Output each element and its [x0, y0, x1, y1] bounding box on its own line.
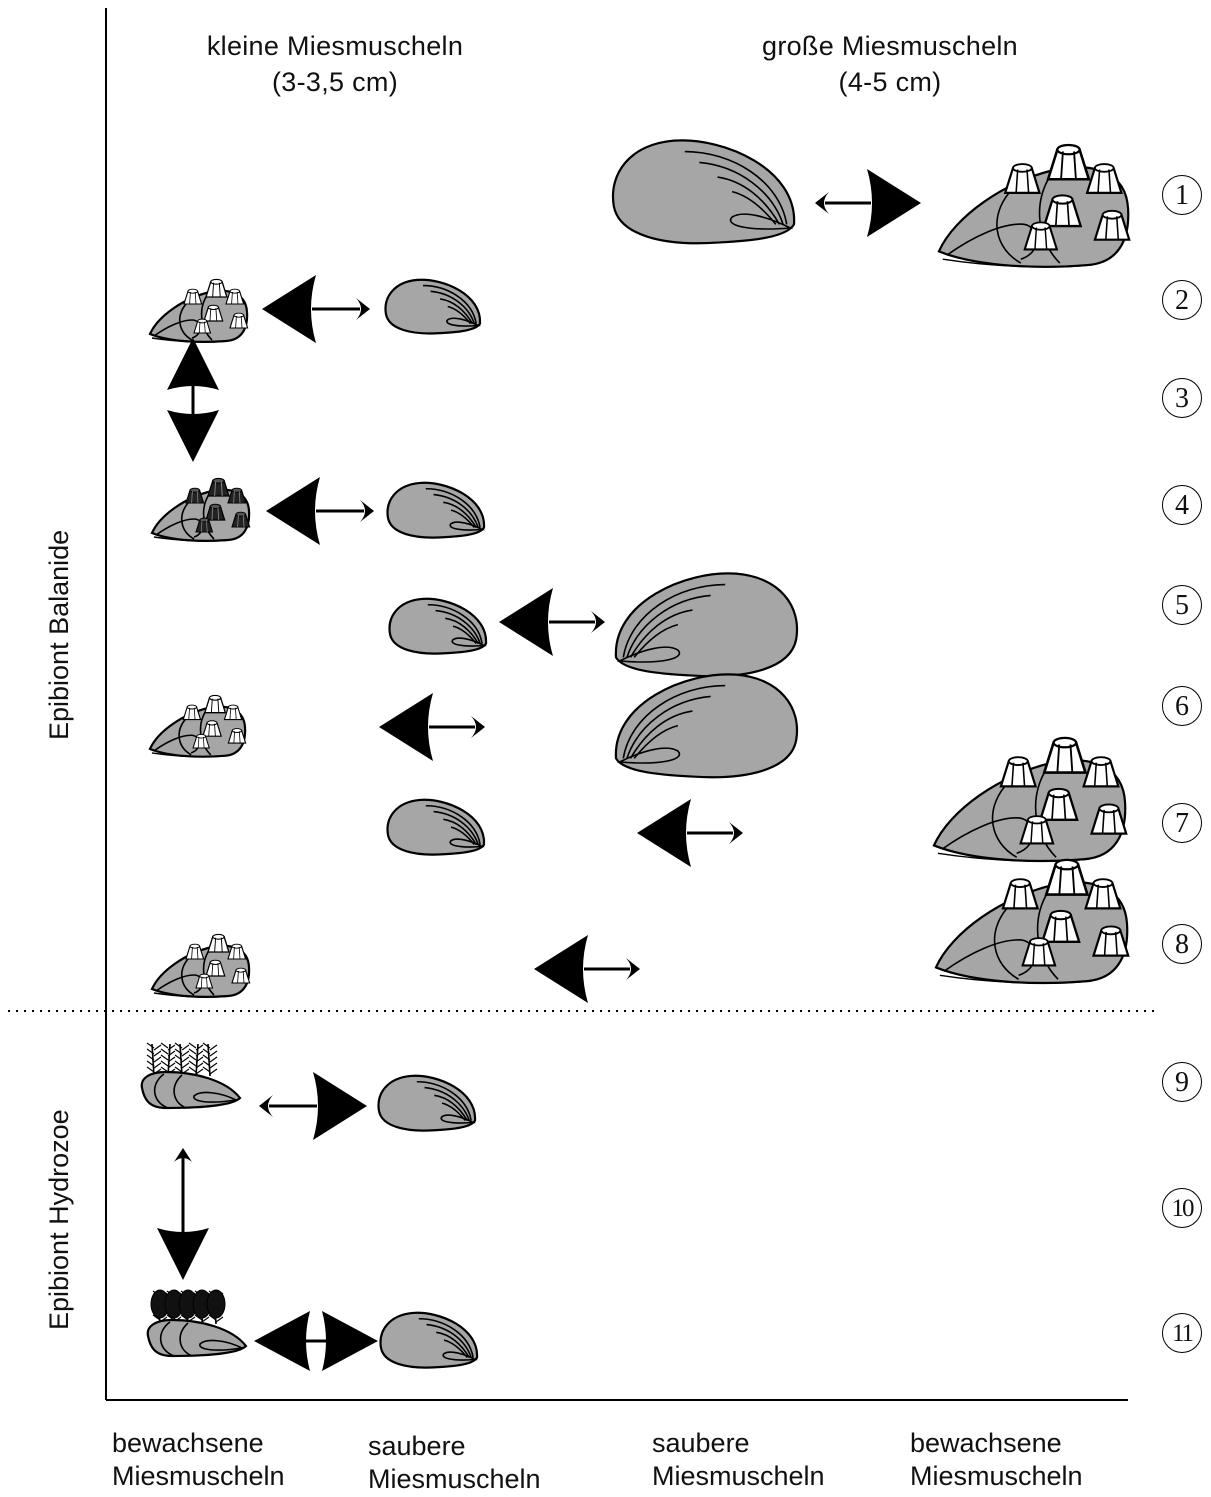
row2-small-clean-mussel: [384, 278, 482, 335]
row1-large-barnacled-mussel: [937, 143, 1131, 268]
row9-small-clean-mussel: [377, 1074, 477, 1132]
row8-small-barnacled-mussel: [150, 933, 251, 998]
row7-large-barnacled-mussel: [932, 736, 1128, 863]
footer-col1-line2: Miesmuscheln: [112, 1461, 285, 1491]
row1-arrow: [815, 169, 921, 237]
header-small-mussels: kleine Miesmuscheln (3-3,5 cm): [150, 28, 520, 100]
row1-large-clean-mussel: [611, 139, 796, 245]
footer-col2: saubere Miesmuscheln: [368, 1430, 541, 1496]
footer-col3: saubere Miesmuscheln: [652, 1427, 825, 1493]
row-number-4: 4: [1162, 485, 1202, 525]
row-number-6: 6: [1162, 686, 1202, 726]
row-number-11: 11: [1162, 1313, 1202, 1353]
footer-col3-line1: saubere: [652, 1428, 750, 1458]
footer-col4: bewachsene Miesmuscheln: [910, 1427, 1083, 1493]
row4-arrow: [266, 477, 374, 545]
row10-arrow: [157, 1148, 209, 1280]
row11-dense-hydroid-mussel: [146, 1289, 248, 1358]
row6-small-barnacled-mussel: [148, 694, 247, 758]
row2-small-barnacled-mussel: [148, 278, 249, 343]
header-large-size: (4-5 cm): [838, 67, 942, 97]
row8-arrow: [534, 935, 640, 1003]
row-number-8: 8: [1162, 924, 1202, 964]
footer-col3-line2: Miesmuscheln: [652, 1461, 825, 1491]
row2-arrow: [262, 275, 370, 343]
row4-small-dark-barnacle-mussel: [150, 477, 251, 542]
footer-col1-line1: bewachsene: [112, 1428, 264, 1458]
row-number-10: 10: [1162, 1188, 1202, 1228]
row11-arrow: [254, 1311, 378, 1371]
row-number-9: 9: [1162, 1062, 1202, 1102]
row5-large-clean-mussel: [614, 572, 799, 678]
row7-arrow: [637, 799, 743, 867]
row-number-2: 2: [1162, 280, 1202, 320]
row4-small-clean-mussel: [386, 481, 486, 539]
row-number-5: 5: [1162, 585, 1202, 625]
row-number-3: 3: [1162, 378, 1202, 418]
header-small-title: kleine Miesmuscheln: [206, 31, 464, 61]
header-large-title: große Miesmuscheln: [762, 31, 1018, 61]
header-small-size: (3-3,5 cm): [271, 67, 399, 97]
footer-col2-line2: Miesmuscheln: [368, 1464, 541, 1494]
row7-small-clean-mussel: [386, 798, 486, 856]
row9-arrow: [259, 1072, 367, 1140]
row5-arrow: [499, 588, 605, 656]
row6-large-clean-mussel: [614, 673, 799, 779]
footer-col2-line1: saubere: [368, 1431, 466, 1461]
header-large-mussels: große Miesmuscheln (4-5 cm): [700, 28, 1080, 100]
footer-col1: bewachsene Miesmuscheln: [112, 1427, 285, 1493]
row8-large-barnacled-mussel: [934, 858, 1130, 985]
row9-hydroid-mussel: [140, 1042, 242, 1110]
row5-small-clean-mussel: [388, 597, 488, 655]
row-number-1: 1: [1162, 175, 1202, 215]
footer-col4-line2: Miesmuscheln: [910, 1461, 1083, 1491]
footer-col4-line1: bewachsene: [910, 1428, 1062, 1458]
row3-arrow: [167, 338, 219, 462]
row11-small-clean-mussel: [379, 1311, 479, 1369]
row-number-7: 7: [1162, 803, 1202, 843]
row6-arrow: [379, 693, 485, 761]
